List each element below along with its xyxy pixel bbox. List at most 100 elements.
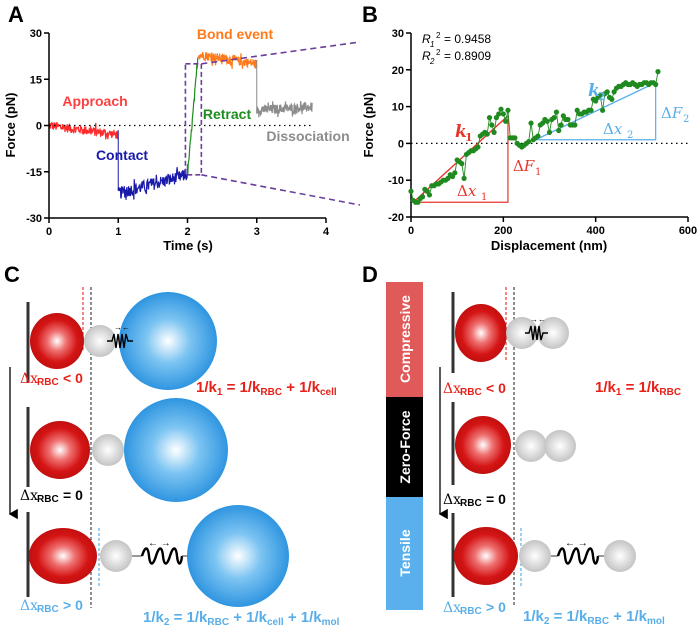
bead (537, 317, 569, 349)
extend-arrows-icon: ← → (148, 538, 171, 549)
data-point (528, 120, 534, 126)
trace-dissociation (256, 101, 313, 118)
zoom-box (184, 41, 361, 206)
data-point (599, 107, 606, 113)
bead (92, 434, 124, 466)
panel-c-label-3: Δx RBC > 0 (20, 597, 83, 615)
bar-label-zero-force: Zero-Force (397, 410, 413, 483)
chart-a: -30 -15 0 15 30 0 1 2 3 4 (26, 28, 330, 238)
x-tick-label: 200 (494, 225, 512, 237)
svg-text:RBC: RBC (37, 494, 59, 505)
trace-contact (117, 164, 189, 200)
bead (544, 430, 576, 462)
y-tick-label: 0 (36, 121, 42, 133)
svg-text:RBC: RBC (460, 498, 482, 509)
data-point (588, 107, 594, 113)
svg-text:RBC: RBC (37, 377, 59, 388)
triangle-1 (413, 115, 509, 203)
y-tick-label: -30 (26, 213, 42, 225)
y-tick-label: 30 (392, 28, 404, 40)
bar-compressive (386, 282, 423, 397)
chart-a-ylabel: Force (pN) (3, 93, 18, 158)
svg-text:Δx: Δx (20, 488, 38, 504)
zoom-connector-top (201, 41, 361, 65)
data-point (556, 127, 562, 134)
panel-d-label-2: Δx RBC = 0 (443, 491, 506, 509)
panel-c-eq1: 1/k1 = 1/kRBC + 1/kcell (196, 379, 337, 398)
data-point (426, 192, 433, 198)
chart-a-xlabel: Time (s) (163, 238, 213, 253)
panel-d-eq2: 1/k2 = 1/kRBC + 1/kmol (523, 608, 665, 627)
svg-text:R: R (422, 49, 431, 63)
data-point (459, 161, 465, 167)
data-point (489, 122, 495, 128)
df2-label: ΔF 2 (661, 104, 689, 125)
svg-text:Δx: Δx (443, 381, 461, 397)
label-contact: Contact (96, 147, 148, 163)
svg-text:1: 1 (430, 40, 434, 49)
chart-b-fits (412, 82, 657, 203)
bead (519, 540, 551, 572)
svg-text:1: 1 (535, 167, 541, 178)
df1-label: ΔF 1 (513, 157, 541, 178)
chart-b-points (408, 69, 661, 205)
svg-text:RBC: RBC (460, 606, 482, 617)
data-point (597, 92, 603, 99)
svg-text:Δx: Δx (443, 600, 461, 616)
bead (515, 430, 547, 462)
chart-b-ylabel: Force (pN) (361, 93, 376, 158)
svg-text:RBC: RBC (460, 387, 482, 398)
svg-text:1: 1 (465, 131, 473, 144)
svg-text:= 0: = 0 (486, 491, 506, 507)
svg-text:> 0: > 0 (63, 597, 83, 613)
svg-text:2: 2 (683, 114, 689, 125)
chart-a-axes: -30 -15 0 15 30 0 1 2 3 4 (26, 28, 330, 238)
data-point (408, 188, 414, 194)
data-point (551, 115, 557, 121)
rbc (30, 313, 84, 369)
panel-c-eq2: 1/k2 = 1/kRBC + 1/kcell + 1/kmol (143, 609, 340, 628)
panel-letter-a: A (8, 2, 24, 27)
panel-d-diagram: →← ← → (438, 287, 636, 606)
svg-text:2: 2 (436, 48, 441, 57)
bar-label-tensile: Tensile (397, 529, 413, 576)
svg-text:2: 2 (627, 130, 633, 141)
panel-c-label-1: Δx RBC < 0 (20, 370, 83, 388)
data-point (498, 106, 504, 112)
rbc (455, 304, 507, 362)
chart-b: -20 -10 0 10 20 30 0 200 400 600 (388, 28, 697, 237)
data-point (546, 129, 553, 135)
rbc (454, 527, 518, 585)
spring-icon (107, 333, 133, 349)
fit-line-k1 (412, 115, 509, 203)
panel-d-label-3: Δx RBC > 0 (443, 599, 506, 617)
svg-text:1: 1 (481, 192, 487, 203)
rbc (30, 421, 90, 479)
data-point (653, 81, 659, 88)
x-tick-label: 2 (184, 226, 190, 238)
svg-text:2: 2 (429, 57, 435, 66)
data-point (553, 109, 560, 115)
spring-icon (140, 547, 184, 565)
label-dissociation: Dissociation (266, 128, 349, 144)
y-tick-label: 10 (392, 102, 404, 114)
force-regime-bar: Compressive Zero-Force Tensile (386, 282, 423, 610)
k1-label: k 1 (455, 122, 473, 144)
data-point (419, 194, 426, 200)
svg-text:2: 2 (436, 31, 441, 40)
x-tick-label: 400 (586, 225, 604, 237)
rbc (455, 416, 511, 474)
data-point (500, 111, 506, 117)
cell (187, 505, 289, 607)
svg-text:Δx: Δx (443, 492, 461, 508)
bead (100, 540, 132, 572)
bead (84, 325, 116, 357)
extend-arrows-icon: ← → (565, 538, 588, 549)
y-tick-label: -10 (388, 175, 404, 187)
data-point (505, 107, 511, 113)
trace-bond-event (197, 51, 258, 69)
data-point (558, 122, 564, 128)
k2-label: k 2 (588, 81, 606, 103)
svg-text:k: k (455, 122, 467, 142)
